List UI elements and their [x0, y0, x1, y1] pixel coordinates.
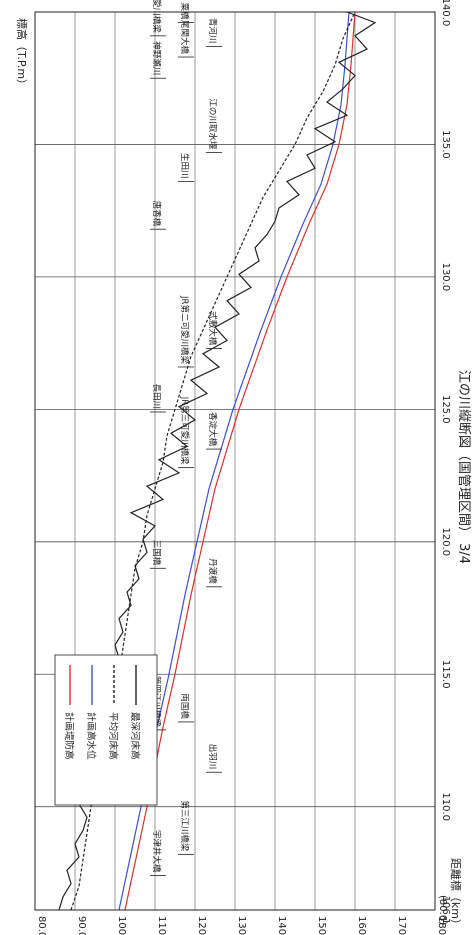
x-tick-label: 125.0	[440, 395, 451, 424]
series-line-0	[124, 11, 356, 911]
y-tick-label: 170.0	[396, 916, 407, 935]
y-tick-label: 130.0	[236, 916, 247, 935]
annotation-label: 丹渡橋	[207, 558, 218, 584]
annotation-label: 香淀大橋	[207, 412, 218, 447]
y-tick-label: 160.0	[356, 916, 367, 935]
x-tick-label: 110.0	[440, 792, 451, 821]
annotation-label: 長田川	[151, 383, 161, 409]
y-tick-label: 180.0	[436, 916, 447, 935]
x-tick-label: 135.0	[440, 130, 451, 159]
annotation-label: JR第二可愛川橋梁	[179, 295, 190, 364]
y-tick-label: 110.0	[156, 916, 167, 935]
plot-frame	[34, 11, 436, 911]
x-tick-label: 130.0	[440, 263, 451, 292]
annotation-label: 三国橋	[151, 540, 162, 566]
legend-label: 最深河床高	[129, 712, 141, 760]
y-tick-label: 140.0	[276, 916, 287, 935]
annotation-label: 江の川取水堰	[207, 98, 218, 150]
annotation-label: 青河川	[207, 18, 218, 44]
annotation-label: JR第三可愛川橋梁	[179, 396, 190, 465]
annotation-label: 第三江川橋梁	[179, 800, 190, 852]
legend-box	[54, 654, 158, 806]
y-axis-label: 標高（T.P.m）	[15, 18, 29, 90]
y-tick-label: 120.0	[196, 916, 207, 935]
annotation-label: 式敷大橋	[207, 311, 218, 346]
annotation-label: 粟橋	[179, 3, 190, 21]
y-tick-label: 100.0	[116, 916, 127, 935]
annotation-label: 生田川	[179, 153, 190, 179]
y-tick-label: 90.0	[76, 916, 87, 935]
x-axis-label: 距離標（km）	[449, 858, 463, 930]
annotation-label: 宇津井大橋	[151, 830, 162, 873]
legend-label: 計画堤防高	[63, 712, 75, 760]
y-tick-label: 80.0	[36, 916, 47, 935]
chart-title: 江の川縦断図（国管理区間） 3/4	[456, 370, 471, 564]
annotation-label: 両国橋	[179, 693, 190, 719]
legend-label: 計画高水位	[85, 712, 97, 760]
series-line-1	[118, 11, 350, 911]
x-tick-label: 106.1	[440, 896, 451, 925]
annotation-label: 尾関大橋	[179, 20, 190, 55]
x-start-sublabel: (80.6)	[437, 895, 448, 925]
legend-label: 平均河床高	[107, 712, 119, 760]
x-tick-label: 140.0	[440, 0, 451, 26]
annotation-label: 唐香橋	[151, 201, 162, 227]
y-tick-label: 150.0	[316, 916, 327, 935]
x-tick-label: 115.0	[440, 660, 451, 689]
annotation-label: 出羽川	[207, 744, 218, 770]
annotation-label: JR第一可愛川橋梁	[151, 0, 162, 33]
annotation-label: 神野瀬川	[151, 41, 162, 75]
x-tick-label: 120.0	[440, 527, 451, 556]
